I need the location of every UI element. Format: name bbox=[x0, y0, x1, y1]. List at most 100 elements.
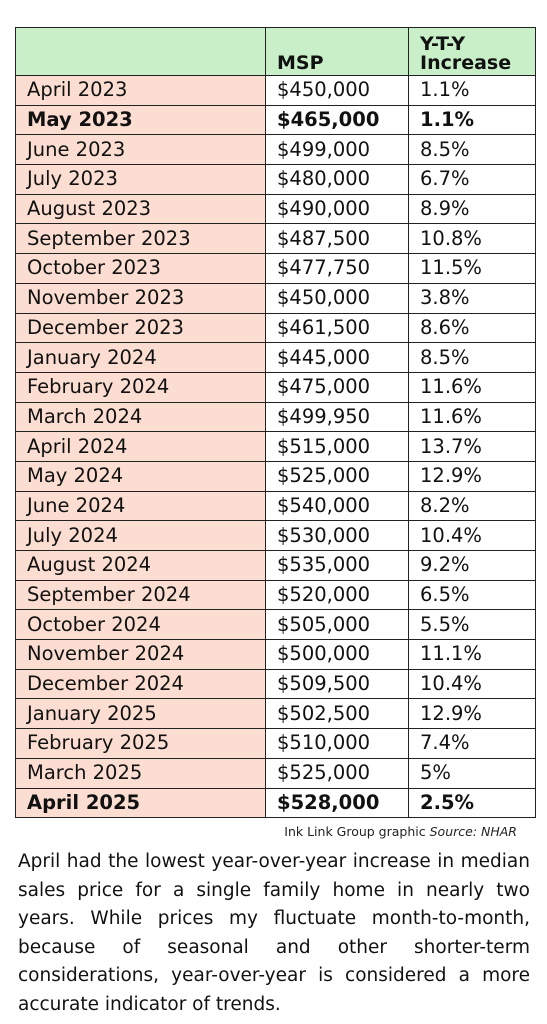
msp-cell: $499,000 bbox=[265, 134, 409, 166]
msp-cell: $509,500 bbox=[265, 668, 409, 700]
yty-cell: 5% bbox=[408, 757, 536, 789]
yty-cell: 3.8% bbox=[408, 282, 536, 314]
table-body: April 2023 $450,000 1.1% May 2023 $465,000 1.… bbox=[15, 75, 536, 819]
yty-cell: 7.4% bbox=[408, 728, 536, 759]
msp-cell: $500,000 bbox=[265, 639, 409, 670]
yty-cell: 2.5% bbox=[408, 787, 536, 819]
yty-cell: 8.6% bbox=[408, 312, 536, 344]
month-cell: January 2024 bbox=[15, 342, 266, 373]
table-row: April 2023 $450,000 1.1% bbox=[15, 75, 536, 106]
yty-cell: 8.2% bbox=[408, 490, 536, 522]
month-cell: February 2024 bbox=[15, 371, 266, 403]
yty-cell: 11.5% bbox=[408, 253, 536, 284]
month-cell: November 2023 bbox=[15, 282, 266, 314]
msp-cell: $450,000 bbox=[265, 75, 409, 106]
table-row: March 2025 $525,000 5% bbox=[15, 757, 536, 789]
msp-cell: $477,750 bbox=[265, 253, 409, 284]
table-row: February 2024 $475,000 11.6% bbox=[15, 371, 536, 403]
table-row: June 2023 $499,000 8.5% bbox=[15, 134, 536, 166]
msp-cell: $530,000 bbox=[265, 520, 409, 551]
caption-text: April had the lowest year-over-year incr… bbox=[18, 851, 530, 1015]
yty-cell: 13.7% bbox=[408, 431, 536, 462]
yty-cell: 10.4% bbox=[408, 520, 536, 551]
table-row: May 2023 $465,000 1.1% bbox=[15, 104, 536, 136]
msp-cell: $475,000 bbox=[265, 371, 409, 403]
yty-cell: 6.7% bbox=[408, 164, 536, 195]
yty-cell: 11.6% bbox=[408, 401, 536, 433]
msp-table-container: MSP Y-T-Y Increase April 2023 $450,000 1.1… bbox=[15, 27, 536, 819]
yty-cell: 5.5% bbox=[408, 609, 536, 641]
yty-cell: 1.1% bbox=[408, 75, 536, 106]
month-cell: January 2025 bbox=[15, 698, 266, 730]
msp-cell: $528,000 bbox=[265, 787, 409, 819]
month-cell: June 2023 bbox=[15, 134, 266, 166]
month-cell: March 2025 bbox=[15, 757, 266, 789]
month-cell: September 2024 bbox=[15, 579, 266, 611]
table-row: December 2024 $509,500 10.4% bbox=[15, 668, 536, 700]
table-row: September 2024 $520,000 6.5% bbox=[15, 579, 536, 611]
yty-cell: 8.5% bbox=[408, 134, 536, 166]
month-cell: November 2024 bbox=[15, 639, 266, 670]
month-cell: March 2024 bbox=[15, 401, 266, 433]
yty-cell: 8.5% bbox=[408, 342, 536, 373]
table-row: February 2025 $510,000 7.4% bbox=[15, 728, 536, 759]
header-yty: Y-T-Y Increase bbox=[408, 27, 536, 76]
yty-cell: 8.9% bbox=[408, 193, 536, 225]
month-cell: May 2023 bbox=[15, 104, 266, 136]
yty-cell: 9.2% bbox=[408, 550, 536, 581]
msp-cell: $445,000 bbox=[265, 342, 409, 373]
table-row: April 2025 $528,000 2.5% bbox=[15, 787, 536, 819]
month-cell: February 2025 bbox=[15, 728, 266, 759]
month-cell: July 2023 bbox=[15, 164, 266, 195]
msp-cell: $535,000 bbox=[265, 550, 409, 581]
month-cell: August 2023 bbox=[15, 193, 266, 225]
table-row: June 2024 $540,000 8.2% bbox=[15, 490, 536, 522]
msp-cell: $525,000 bbox=[265, 757, 409, 789]
month-cell: August 2024 bbox=[15, 550, 266, 581]
msp-cell: $525,000 bbox=[265, 460, 409, 492]
table-row: September 2023 $487,500 10.8% bbox=[15, 223, 536, 255]
msp-cell: $499,950 bbox=[265, 401, 409, 433]
month-cell: December 2024 bbox=[15, 668, 266, 700]
month-cell: October 2023 bbox=[15, 253, 266, 284]
month-cell: April 2023 bbox=[15, 75, 266, 106]
month-cell: December 2023 bbox=[15, 312, 266, 344]
msp-cell: $510,000 bbox=[265, 728, 409, 759]
yty-cell: 11.1% bbox=[408, 639, 536, 670]
credit-source: Source: NHAR bbox=[429, 824, 517, 839]
msp-cell: $465,000 bbox=[265, 104, 409, 136]
yty-cell: 10.4% bbox=[408, 668, 536, 700]
msp-cell: $515,000 bbox=[265, 431, 409, 462]
table-row: May 2024 $525,000 12.9% bbox=[15, 460, 536, 492]
credit-text: Ink Link Group graphic bbox=[284, 824, 426, 839]
table-row: July 2024 $530,000 10.4% bbox=[15, 520, 536, 551]
month-cell: October 2024 bbox=[15, 609, 266, 641]
yty-cell: 10.8% bbox=[408, 223, 536, 255]
msp-cell: $520,000 bbox=[265, 579, 409, 611]
graphic-credit: Ink Link Group graphic Source: NHAR bbox=[284, 824, 517, 839]
table-row: March 2024 $499,950 11.6% bbox=[15, 401, 536, 433]
yty-cell: 12.9% bbox=[408, 460, 536, 492]
month-cell: April 2025 bbox=[15, 787, 266, 819]
table-row: July 2023 $480,000 6.7% bbox=[15, 164, 536, 195]
msp-cell: $505,000 bbox=[265, 609, 409, 641]
table-row: December 2023 $461,500 8.6% bbox=[15, 312, 536, 344]
table-row: April 2024 $515,000 13.7% bbox=[15, 431, 536, 462]
header-month bbox=[15, 27, 266, 76]
msp-table: MSP Y-T-Y Increase April 2023 $450,000 1.1… bbox=[15, 27, 536, 819]
yty-cell: 11.6% bbox=[408, 371, 536, 403]
month-cell: June 2024 bbox=[15, 490, 266, 522]
msp-cell: $487,500 bbox=[265, 223, 409, 255]
msp-cell: $490,000 bbox=[265, 193, 409, 225]
month-cell: September 2023 bbox=[15, 223, 266, 255]
table-row: January 2024 $445,000 8.5% bbox=[15, 342, 536, 373]
yty-cell: 12.9% bbox=[408, 698, 536, 730]
yty-cell: 1.1% bbox=[408, 104, 536, 136]
table-row: August 2023 $490,000 8.9% bbox=[15, 193, 536, 225]
table-row: November 2024 $500,000 11.1% bbox=[15, 639, 536, 670]
header-row: MSP Y-T-Y Increase bbox=[15, 27, 536, 76]
table-row: August 2024 $535,000 9.2% bbox=[15, 550, 536, 581]
month-cell: April 2024 bbox=[15, 431, 266, 462]
table-row: October 2023 $477,750 11.5% bbox=[15, 253, 536, 284]
table-row: January 2025 $502,500 12.9% bbox=[15, 698, 536, 730]
